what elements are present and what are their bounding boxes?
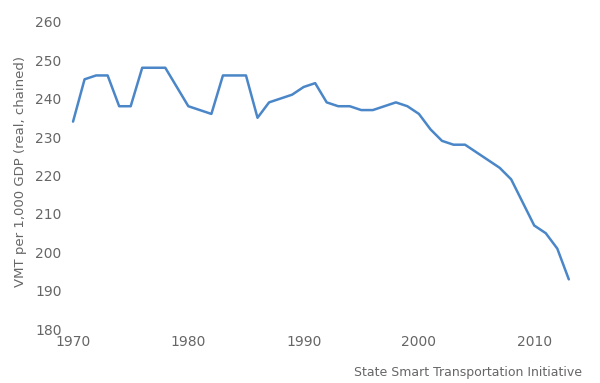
Text: State Smart Transportation Initiative: State Smart Transportation Initiative — [354, 366, 582, 379]
Y-axis label: VMT per 1,000 GDP (real, chained): VMT per 1,000 GDP (real, chained) — [14, 56, 27, 287]
